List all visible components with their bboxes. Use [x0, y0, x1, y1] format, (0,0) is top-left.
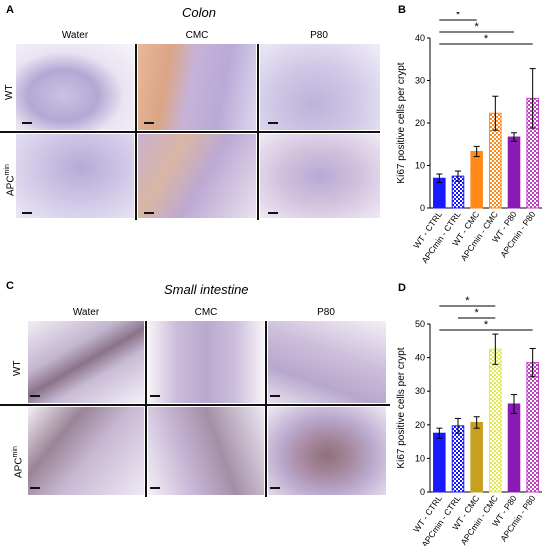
- panel-letter-a: A: [6, 4, 14, 16]
- significance-star: *: [465, 295, 470, 307]
- significance-star: *: [484, 33, 489, 45]
- si-apc-p80-image: [268, 407, 386, 495]
- scale-bar: [30, 487, 40, 489]
- y-tick-label: 20: [415, 420, 425, 430]
- column-label-cmc: CMC: [185, 30, 209, 41]
- colon-wt-water-image: [16, 44, 134, 130]
- si-apc-cmc-image: [148, 407, 264, 495]
- chart-d: Ki67 positive cells per crypt 0 10 20 30 40 50…: [396, 295, 542, 546]
- scale-bar: [22, 122, 32, 124]
- row-label-apcmin: APCmin: [12, 446, 25, 478]
- panel-letter-b: B: [398, 4, 406, 16]
- colon-wt-p80-image: [260, 44, 380, 130]
- y-tick-label: 30: [415, 386, 425, 396]
- si-wt-p80-image: [268, 321, 386, 403]
- scale-bar: [270, 487, 280, 489]
- y-axis-label: Ki67 positive cells per crypt: [396, 62, 407, 183]
- grid-divider-horizontal: [0, 131, 380, 133]
- colon-apc-p80-image: [260, 134, 380, 218]
- grid-divider-horizontal: [0, 404, 390, 406]
- column-label-p80: P80: [317, 307, 335, 318]
- colon-apc-water-image: [16, 134, 134, 218]
- scale-bar: [144, 212, 154, 214]
- scale-bar: [150, 487, 160, 489]
- grid-divider-vertical-1: [145, 321, 147, 497]
- scale-bar: [150, 395, 160, 397]
- grid-divider-vertical-2: [265, 321, 267, 497]
- y-tick-label: 0: [420, 203, 425, 213]
- colon-title: Colon: [182, 5, 216, 20]
- panel-letter-c: C: [6, 280, 14, 292]
- row-label-wt: WT: [12, 360, 23, 376]
- chart-b: Ki67 positive cells per crypt010203040WT…: [396, 12, 542, 265]
- si-wt-water-image: [28, 321, 144, 403]
- column-label-cmc: CMC: [194, 307, 218, 318]
- bar: [470, 150, 483, 209]
- colon-wt-cmc-image: [138, 44, 256, 130]
- bar: [451, 425, 465, 493]
- colon-micrograph-grid: Water CMC P80: [0, 30, 390, 220]
- y-tick-label: 50: [415, 319, 425, 329]
- y-tick-label: 20: [415, 118, 425, 128]
- scale-bar: [22, 212, 32, 214]
- bar: [433, 432, 446, 493]
- bar: [470, 421, 483, 493]
- column-label-water: Water: [72, 307, 100, 318]
- small-intestine-micrograph-grid: Water CMC P80: [0, 307, 390, 497]
- scale-bar: [270, 395, 280, 397]
- small-intestine-title: Small intestine: [164, 282, 249, 297]
- y-tick-label: 30: [415, 76, 425, 86]
- row-label-apcmin: APCmin: [4, 164, 17, 196]
- column-label-water: Water: [61, 30, 89, 41]
- bar: [489, 348, 502, 493]
- significance-star: *: [484, 319, 489, 331]
- y-tick-label: 10: [415, 161, 425, 171]
- scale-bar: [144, 122, 154, 124]
- y-tick-label: 10: [415, 453, 425, 463]
- y-tick-label: 0: [420, 487, 425, 497]
- column-label-p80: P80: [310, 30, 328, 41]
- scale-bar: [268, 212, 278, 214]
- panel-letter-d: D: [398, 282, 406, 294]
- significance-star: *: [475, 307, 480, 319]
- scale-bar: [30, 395, 40, 397]
- si-apc-water-image: [28, 407, 144, 495]
- y-tick-label: 40: [415, 33, 425, 43]
- colon-apc-cmc-image: [138, 134, 256, 218]
- scale-bar: [268, 122, 278, 124]
- bar: [526, 362, 539, 493]
- row-label-wt: WT: [4, 84, 15, 100]
- significance-star: *: [456, 12, 461, 21]
- significance-star: *: [475, 21, 480, 33]
- y-axis-label: Ki67 positive cells per crypt: [396, 347, 407, 468]
- si-wt-cmc-image: [148, 321, 264, 403]
- y-tick-label: 40: [415, 353, 425, 363]
- bar: [507, 403, 521, 493]
- bar: [507, 136, 521, 209]
